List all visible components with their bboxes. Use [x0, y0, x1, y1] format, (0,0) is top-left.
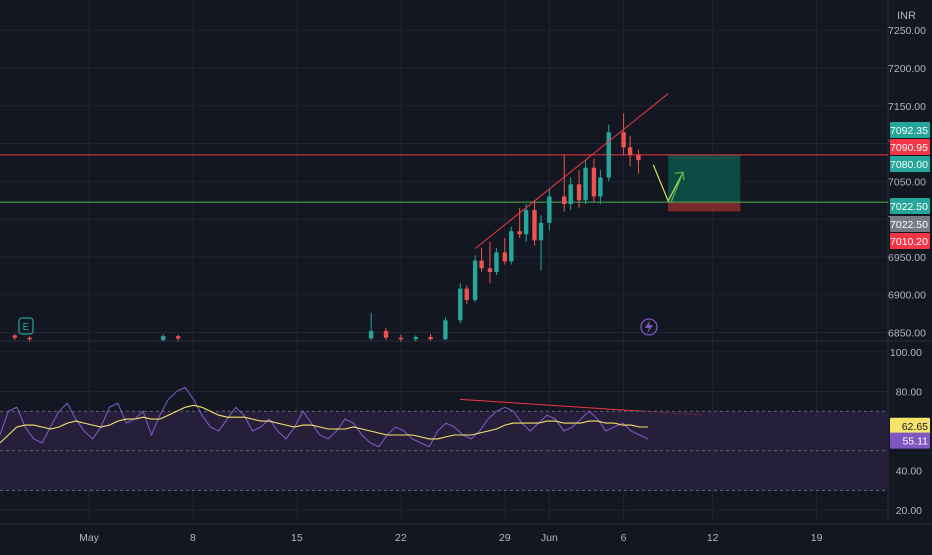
earnings-E-icon[interactable]: E: [18, 317, 34, 335]
candle-body: [479, 260, 484, 269]
candles: [12, 113, 641, 342]
candle-body: [464, 288, 469, 300]
candle-body: [12, 335, 17, 338]
price-label-box: [890, 139, 930, 155]
y-tick-label: 7200.00: [888, 63, 926, 75]
rsi-ma-line: [0, 404, 648, 444]
candle-body: [398, 337, 404, 340]
y-tick-label: 7050.00: [888, 176, 926, 188]
y-tick-label: 7250.00: [888, 25, 926, 37]
candle-body: [636, 154, 641, 161]
price-label: 7022.50: [890, 201, 928, 213]
price-label-box: [890, 233, 930, 249]
candle-body: [576, 184, 582, 201]
x-tick-label: May: [79, 532, 100, 544]
rsi-tick-label: 100.00: [890, 347, 922, 359]
candle-body: [458, 288, 463, 321]
earnings-icon-glyph: E: [23, 322, 30, 333]
candle-body: [627, 147, 633, 155]
rsi-value-label-box: [890, 432, 930, 449]
candle-body: [502, 252, 507, 262]
candle-body: [562, 196, 567, 204]
rsi-value-label: 62.65: [902, 421, 928, 433]
candle-body: [538, 222, 544, 241]
candle-body: [413, 336, 418, 340]
x-tick-label: 8: [190, 532, 196, 544]
price-label: 7010.20: [890, 236, 928, 248]
price-label: 7022.50: [890, 219, 928, 231]
candle-body: [517, 231, 522, 235]
y-tick-label: 6900.00: [888, 290, 926, 302]
candle-body: [175, 336, 181, 339]
candle-body: [368, 330, 374, 339]
price-label-box: [890, 156, 930, 172]
stop-zone: [668, 202, 741, 212]
x-tick-label: 12: [707, 532, 719, 544]
candle-body: [383, 330, 389, 338]
horizontal-lines[interactable]: [0, 154, 888, 203]
x-tick-label: 22: [395, 532, 407, 544]
candle-body: [583, 167, 588, 201]
candle-body: [591, 167, 597, 197]
lightning-icon-bolt: [645, 320, 653, 334]
lightning-icon[interactable]: [640, 318, 658, 336]
rsi-tick-label: 80.00: [896, 386, 922, 398]
event-markers[interactable]: E: [18, 317, 658, 336]
price-label: 7080.00: [890, 159, 928, 171]
rsi-tick-label: 20.00: [896, 505, 922, 517]
candle-body: [428, 336, 433, 340]
rsi-pane: [0, 386, 888, 491]
candle-body: [532, 210, 537, 241]
price-label-box: [890, 122, 930, 138]
candle-body: [494, 252, 499, 272]
candle-body: [598, 177, 603, 197]
rsi-value-label-box: [890, 417, 930, 434]
rsi-tick-label: 40.00: [896, 466, 922, 478]
projection-arrow[interactable]: [670, 172, 684, 203]
lightning-icon-ring: [640, 318, 658, 336]
target-zone: [668, 154, 741, 203]
y-tick-label: 6850.00: [888, 327, 926, 339]
price-label-box: [890, 198, 930, 214]
x-tick-label: Jun: [541, 532, 558, 544]
candle-body: [606, 132, 611, 178]
rsi-line: [0, 386, 649, 448]
axes: 7250.007200.007150.007100.007050.007000.…: [79, 25, 930, 544]
price-label: 7090.95: [890, 142, 928, 154]
price-label: 7092.35: [890, 125, 928, 137]
price-label-box: [890, 216, 930, 232]
candle-body: [487, 268, 493, 272]
trendline[interactable]: [474, 93, 669, 249]
projected-path[interactable]: [652, 164, 684, 203]
candle-body: [443, 320, 448, 340]
candle-body: [509, 231, 514, 262]
candle-body: [27, 337, 32, 340]
candle-body: [621, 132, 626, 148]
earnings-icon-frame: [18, 317, 34, 335]
y-tick-label: 7150.00: [888, 101, 926, 113]
candle-body: [547, 196, 552, 223]
x-tick-label: 6: [621, 532, 627, 544]
rsi-value-label: 55.11: [903, 436, 929, 448]
candle-body: [472, 260, 478, 300]
candle-body: [161, 336, 166, 340]
candle-body: [523, 210, 529, 235]
x-tick-label: 29: [499, 532, 511, 544]
arrow-head: [674, 171, 685, 181]
x-tick-label: 15: [291, 532, 303, 544]
currency-label: INR: [897, 10, 916, 22]
candle-body: [568, 184, 573, 204]
y-tick-label: 6950.00: [888, 252, 926, 264]
x-tick-label: 19: [811, 532, 823, 544]
